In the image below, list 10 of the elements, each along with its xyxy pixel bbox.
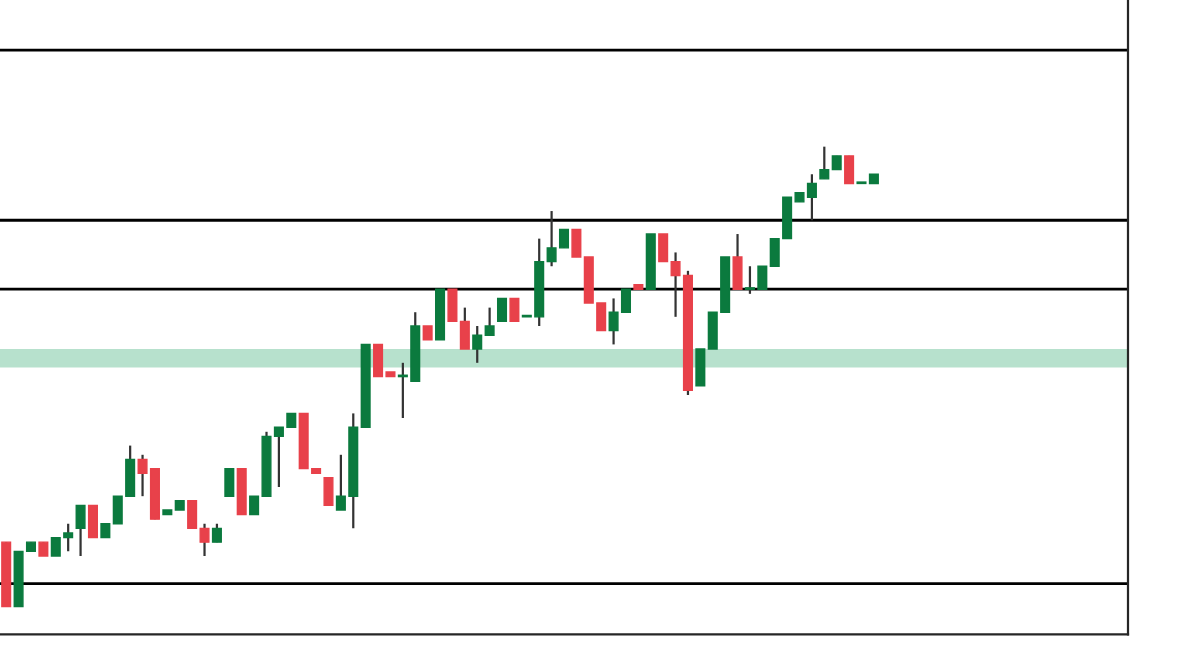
candlestick (75, 504, 86, 558)
candlestick (509, 297, 520, 323)
candlestick (236, 467, 247, 516)
candlestick (732, 232, 743, 291)
candlestick (224, 467, 235, 497)
candlestick (496, 297, 508, 323)
candlestick (323, 477, 334, 507)
candlestick (87, 504, 99, 539)
candlestick (844, 154, 855, 185)
candlestick (211, 522, 222, 544)
